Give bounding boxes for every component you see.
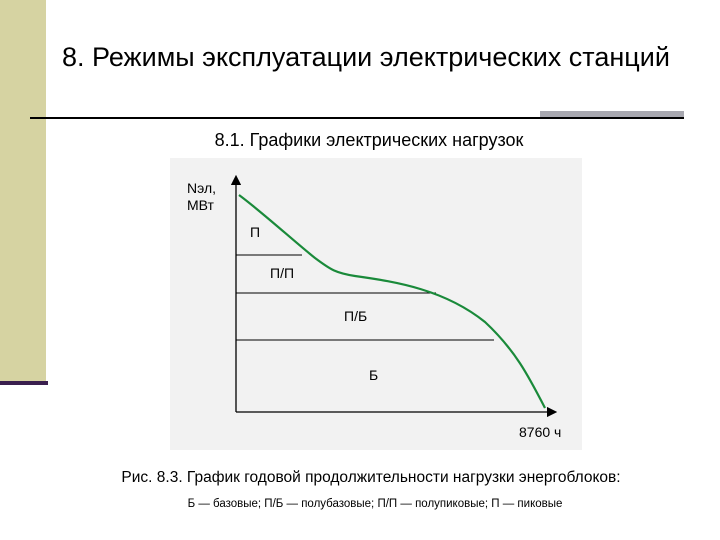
title-rule-block [540, 111, 684, 118]
load-curve [238, 194, 546, 409]
x-axis-label: 8760 ч [519, 424, 561, 440]
slide-subtitle: 8.1. Графики электрических нагрузок [214, 130, 524, 150]
figure-panel [170, 158, 582, 450]
figure-legend: Б — базовые; П/Б — полубазовые; П/П — по… [187, 498, 563, 510]
sidebar-band [0, 0, 46, 381]
y-axis-label-line2: МВт [187, 197, 215, 213]
zone-label-semibase: П/Б [344, 308, 367, 324]
title-rule [30, 117, 684, 119]
figure-caption: Рис. 8.3. График годовой продолжительнос… [121, 469, 621, 486]
zone-label-peak: П [250, 224, 260, 240]
zone-label-semipeak: П/П [270, 265, 294, 281]
y-axis-label-line1: Nэл, [187, 180, 216, 196]
zone-label-base: Б [369, 367, 378, 383]
slide-title: 8. Режимы эксплуатации электрических ста… [62, 42, 670, 72]
sidebar-accent-bar [0, 381, 48, 385]
